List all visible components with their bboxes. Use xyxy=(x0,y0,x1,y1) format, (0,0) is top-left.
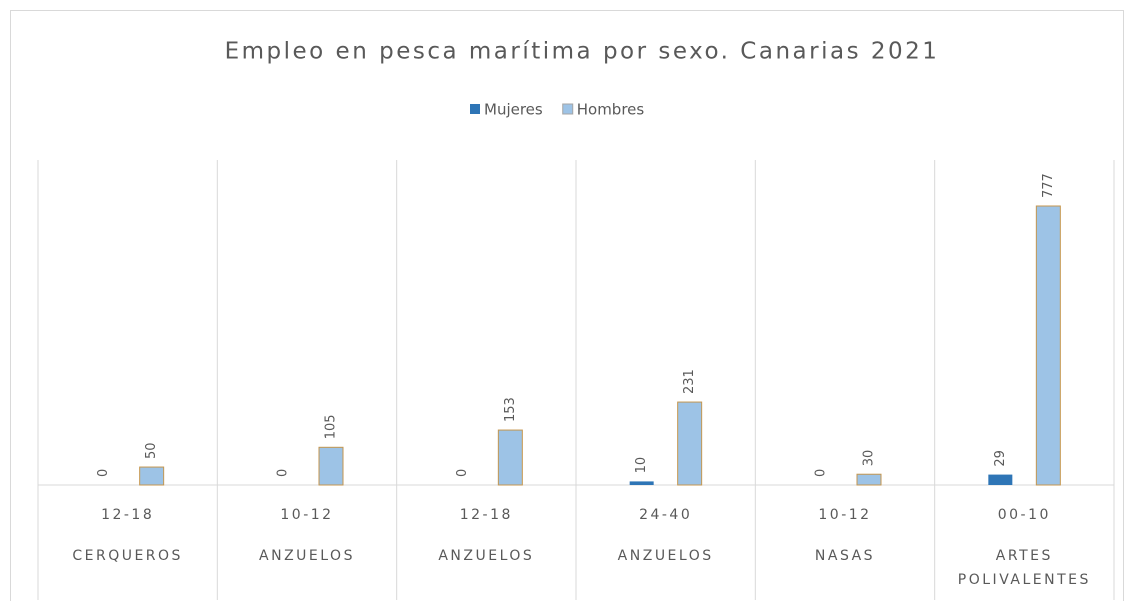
chart-title: Empleo en pesca marítima por sexo. Canar… xyxy=(225,39,940,65)
category-label: 24-40 xyxy=(639,507,693,523)
data-label: 231 xyxy=(682,369,697,394)
data-label: 0 xyxy=(814,469,829,477)
group-label: ANZUELOS xyxy=(259,548,355,564)
bar xyxy=(856,473,882,486)
category-label: 10-12 xyxy=(818,507,872,523)
legend-label: Mujeres xyxy=(484,101,543,119)
data-label: 777 xyxy=(1041,173,1056,198)
legend-swatch xyxy=(562,103,574,115)
category-label: 12-18 xyxy=(101,507,155,523)
bar xyxy=(988,474,1013,485)
data-label: 0 xyxy=(276,469,291,477)
bar xyxy=(139,466,165,486)
data-label: 50 xyxy=(144,442,159,459)
category-label: 12-18 xyxy=(459,507,513,523)
legend-swatch xyxy=(470,104,480,114)
data-label: 153 xyxy=(503,397,518,422)
bar xyxy=(1035,205,1061,486)
data-label: 30 xyxy=(862,450,877,467)
bar xyxy=(318,446,344,486)
legend-label: Hombres xyxy=(577,101,645,119)
group-label: ANZUELOS xyxy=(438,548,535,564)
bar xyxy=(497,429,523,486)
bar xyxy=(677,401,703,486)
group-label: CERQUEROS xyxy=(72,548,183,564)
data-label: 29 xyxy=(993,450,1008,467)
group-label: ARTES POLIVALENTES xyxy=(957,548,1091,588)
group-label: ANZUELOS xyxy=(617,548,714,564)
data-label: 0 xyxy=(96,469,111,477)
category-label: 10-12 xyxy=(280,507,334,523)
chart-border xyxy=(10,10,1124,601)
data-label: 105 xyxy=(324,414,339,439)
bar xyxy=(629,481,654,485)
category-label: 00-10 xyxy=(997,507,1051,523)
data-label: 10 xyxy=(634,457,649,474)
data-label: 0 xyxy=(455,469,470,477)
group-label: NASAS xyxy=(814,548,876,564)
